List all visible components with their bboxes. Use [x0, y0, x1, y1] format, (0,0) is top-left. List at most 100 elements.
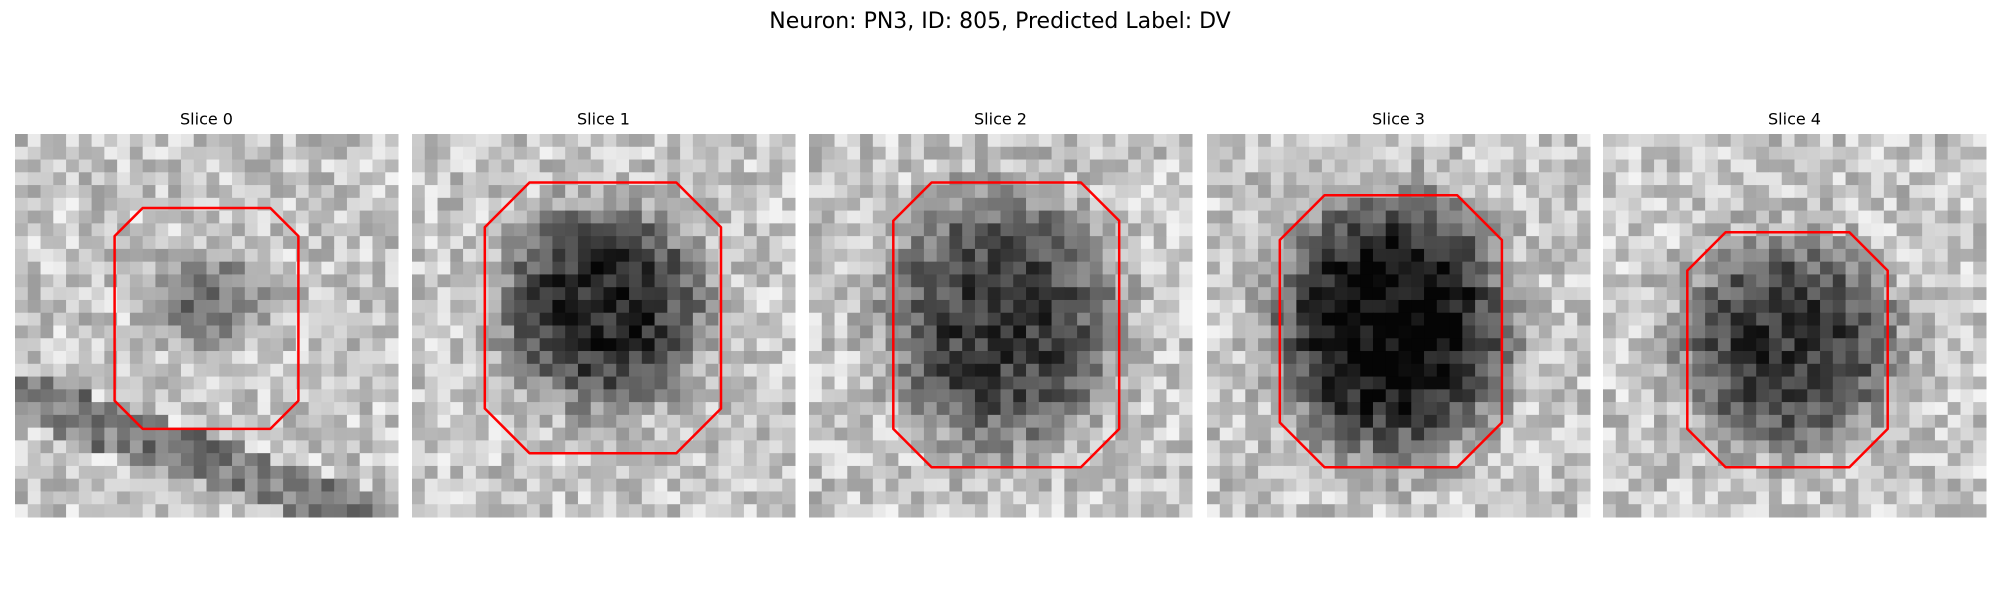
- pixel: [847, 453, 861, 467]
- pixel: [1207, 261, 1221, 275]
- pixel: [193, 376, 207, 390]
- pixel: [1296, 338, 1310, 352]
- pixel: [359, 146, 373, 161]
- pixel: [91, 338, 105, 352]
- pixel: [1781, 325, 1795, 339]
- pixel: [1000, 159, 1014, 173]
- pixel: [346, 465, 361, 480]
- pixel: [1475, 376, 1489, 390]
- pixel: [949, 351, 963, 365]
- pixel: [1615, 261, 1630, 275]
- pixel: [1179, 453, 1193, 467]
- pixel: [1973, 504, 1987, 518]
- pixel: [911, 491, 925, 505]
- pixel: [1102, 274, 1116, 288]
- pixel: [308, 402, 322, 416]
- pixel: [1128, 312, 1142, 326]
- pixel: [488, 159, 502, 173]
- pixel: [244, 236, 259, 250]
- pixel: [1026, 185, 1040, 199]
- pixel: [321, 351, 335, 365]
- pixel: [1321, 427, 1336, 441]
- pixel: [1258, 159, 1272, 173]
- pixel: [692, 376, 707, 390]
- pixel: [104, 402, 118, 416]
- pixel: [1283, 338, 1297, 352]
- pixel: [731, 338, 745, 352]
- pixel: [872, 440, 887, 454]
- pixel: [809, 338, 823, 352]
- pixel: [372, 134, 386, 148]
- pixel: [295, 146, 310, 161]
- pixel: [680, 389, 694, 403]
- pixel: [1153, 478, 1167, 492]
- pixel: [718, 478, 732, 492]
- pixel: [1513, 172, 1527, 186]
- pixel: [1424, 146, 1438, 161]
- pixel: [821, 389, 836, 403]
- pixel: [885, 453, 899, 467]
- pixel: [270, 210, 284, 224]
- pixel: [1487, 134, 1502, 148]
- pixel: [1334, 261, 1348, 275]
- pixel: [53, 134, 67, 148]
- pixel: [1551, 478, 1565, 492]
- pixel: [270, 274, 284, 288]
- pixel: [1166, 210, 1180, 224]
- pixel: [680, 312, 694, 326]
- pixel: [359, 363, 373, 378]
- pixel: [1654, 504, 1668, 518]
- pixel: [1000, 338, 1014, 352]
- pixel: [1679, 491, 1693, 505]
- pixel: [1692, 389, 1706, 403]
- pixel: [1270, 363, 1285, 378]
- pixel: [834, 134, 848, 148]
- pixel: [104, 504, 118, 518]
- pixel: [1309, 325, 1323, 339]
- pixel: [1947, 402, 1961, 416]
- pixel: [1820, 248, 1834, 263]
- pixel: [1462, 248, 1476, 263]
- pixel: [1538, 261, 1553, 275]
- pixel: [1564, 440, 1578, 454]
- pixel: [1245, 274, 1259, 288]
- pixel: [949, 402, 963, 416]
- pixel: [1309, 465, 1323, 480]
- pixel: [641, 134, 656, 148]
- pixel: [437, 185, 451, 199]
- pixel: [1038, 478, 1053, 492]
- pixel: [1526, 159, 1540, 173]
- pixel: [834, 261, 848, 275]
- pixel: [40, 402, 54, 416]
- pixel: [1051, 351, 1065, 365]
- pixel: [1334, 338, 1348, 352]
- pixel: [1115, 274, 1129, 288]
- pixel: [654, 453, 668, 467]
- pixel: [1717, 197, 1732, 212]
- pixel: [1347, 236, 1361, 250]
- pixel: [860, 172, 874, 186]
- pixel: [692, 491, 707, 505]
- pixel: [488, 299, 502, 314]
- pixel: [898, 312, 912, 326]
- pixel: [1551, 325, 1565, 339]
- pixel: [142, 261, 156, 275]
- pixel: [590, 261, 604, 275]
- pixel: [1871, 402, 1885, 416]
- pixel: [206, 376, 220, 390]
- pixel: [782, 338, 796, 352]
- pixel: [1166, 236, 1180, 250]
- pixel: [1628, 261, 1642, 275]
- pixel: [346, 146, 361, 161]
- pixel: [526, 504, 541, 518]
- pixel: [232, 389, 246, 403]
- pixel: [1013, 287, 1027, 301]
- pixel: [1270, 146, 1285, 161]
- pixel: [1000, 223, 1014, 237]
- pixel: [15, 504, 29, 518]
- pixel: [1309, 261, 1323, 275]
- pixel: [334, 197, 348, 212]
- pixel: [1628, 325, 1642, 339]
- pixel: [1038, 351, 1053, 365]
